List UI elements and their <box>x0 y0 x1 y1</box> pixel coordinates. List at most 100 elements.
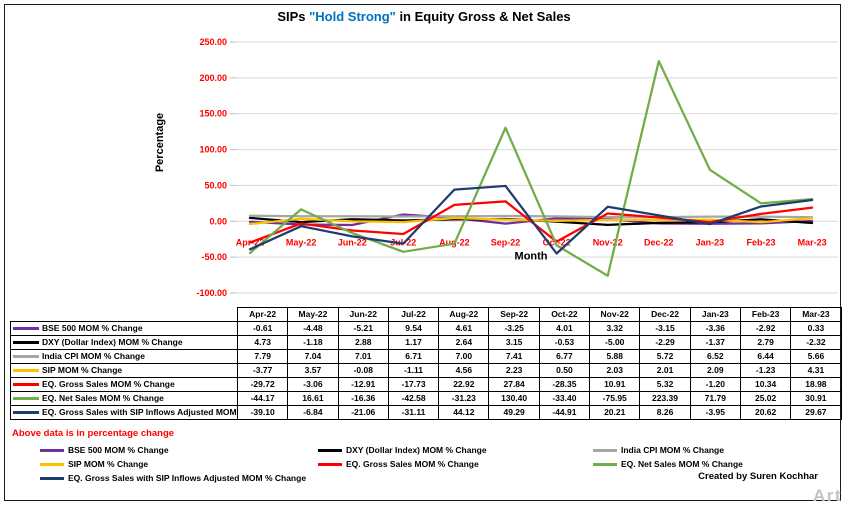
table-value-cell: -1.23 <box>739 363 792 378</box>
legend-label: BSE 500 MOM % Change <box>68 445 169 455</box>
table-value-cell: -2.32 <box>790 335 842 350</box>
legend-color-swatch <box>318 448 342 452</box>
table-value-cell: -33.40 <box>538 391 591 406</box>
table-column-header: Jan-23 <box>689 307 741 322</box>
table-row: EQ. Gross Sales MOM % Change -29.72 -3.06-… <box>10 377 842 392</box>
table-value-cell: -28.35 <box>538 377 591 392</box>
chart-title-highlight: "Hold Strong" <box>309 9 396 24</box>
legend-color-swatch <box>40 448 64 452</box>
table-value-cell: -3.06 <box>287 377 339 392</box>
chart-title: SIPs "Hold Strong" in Equity Gross & Net… <box>0 9 848 24</box>
x-tick-label: Dec-22 <box>644 237 674 247</box>
table-value-cell: -1.37 <box>689 335 741 350</box>
table-value-cell: 6.52 <box>689 349 741 364</box>
y-tick-label: -50.00 <box>201 252 227 262</box>
y-tick-label: 150.00 <box>199 109 227 119</box>
x-tick-label: Mar-23 <box>798 237 827 247</box>
table-row: India CPI MOM % Change 7.79 7.04 7.01 6.71 7.… <box>10 349 842 364</box>
series-line <box>248 214 814 219</box>
table-value-cell: 2.23 <box>488 363 540 378</box>
x-tick-label: Jan-23 <box>696 237 725 247</box>
legend-column: DXY (Dollar Index) MOM % Change EQ. Gross… <box>318 443 487 471</box>
table-value-cell: 7.04 <box>287 349 339 364</box>
table-value-cell: -17.73 <box>387 377 440 392</box>
table-value-cell: -3.77 <box>236 363 289 378</box>
table-value-cell: -1.11 <box>387 363 440 378</box>
table-value-cell: -39.10 <box>236 405 289 420</box>
legend-label: EQ. Net Sales MOM % Change <box>621 459 743 469</box>
table-value-cell: 27.84 <box>488 377 540 392</box>
table-value-cell: 29.67 <box>790 405 842 420</box>
table-row-label: SIP MOM % Change <box>10 363 238 378</box>
table-value-cell: -4.48 <box>287 321 339 336</box>
table-value-cell: 25.02 <box>739 391 792 406</box>
table-column-header: Jun-22 <box>337 307 389 322</box>
table-column-header: Nov-22 <box>589 307 641 322</box>
table-value-cell: 223.39 <box>639 391 691 406</box>
table-value-cell: -16.36 <box>337 391 389 406</box>
table-value-cell: 30.91 <box>790 391 842 406</box>
table-value-cell: 5.66 <box>790 349 842 364</box>
table-value-cell: -3.95 <box>689 405 741 420</box>
table-row-label: India CPI MOM % Change <box>10 349 238 364</box>
table-value-cell: -0.61 <box>236 321 289 336</box>
table-value-cell: -2.92 <box>739 321 792 336</box>
table-value-cell: 49.29 <box>488 405 540 420</box>
table-value-cell: 44.12 <box>438 405 490 420</box>
y-tick-label: 250.00 <box>199 37 227 47</box>
legend-column: India CPI MOM % Change EQ. Net Sales MOM … <box>593 443 743 471</box>
table-value-cell: -1.20 <box>689 377 741 392</box>
table-value-cell: -1.18 <box>287 335 339 350</box>
chart-title-suffix: in Equity Gross & Net Sales <box>395 9 571 24</box>
table-value-cell: -31.11 <box>387 405 440 420</box>
table-corner-cell <box>11 308 238 322</box>
legend-label: EQ. Gross Sales with SIP Inflows Adjuste… <box>68 473 307 483</box>
table-value-cell: -6.84 <box>287 405 339 420</box>
table-value-cell: 6.44 <box>739 349 792 364</box>
table-value-cell: 6.77 <box>538 349 591 364</box>
table-value-cell: 2.64 <box>438 335 490 350</box>
legend-column: BSE 500 MOM % Change SIP MOM % Change EQ. … <box>40 443 306 485</box>
table-value-cell: 2.01 <box>639 363 691 378</box>
table-row: SIP MOM % Change -3.77 3.57 -0.08 -1.11 4.56 2… <box>10 363 842 378</box>
legend-label: SIP MOM % Change <box>68 459 149 469</box>
table-value-cell: 22.92 <box>438 377 490 392</box>
table-value-cell: -12.91 <box>337 377 389 392</box>
x-tick-label: Feb-23 <box>746 237 775 247</box>
table-row: EQ. Gross Sales with SIP Inflows Adjuste… <box>10 405 842 420</box>
table-value-cell: 5.32 <box>639 377 691 392</box>
table-value-cell: 5.88 <box>589 349 641 364</box>
table-row-label: BSE 500 MOM % Change <box>10 321 238 336</box>
table-value-cell: 2.09 <box>689 363 741 378</box>
legend-item: SIP MOM % Change <box>40 457 306 471</box>
series-color-swatch <box>13 327 39 331</box>
y-tick-label: 100.00 <box>199 145 227 155</box>
table-value-cell: 18.98 <box>790 377 842 392</box>
table-value-cell: 4.56 <box>438 363 490 378</box>
table-row-label: EQ. Net Sales MOM % Change <box>10 391 238 406</box>
table-column-header: May-22 <box>287 307 339 322</box>
y-tick-label: 200.00 <box>199 73 227 83</box>
series-color-swatch <box>13 383 39 387</box>
percentage-note: Above data is in percentage change <box>12 428 175 439</box>
table-value-cell: 130.40 <box>488 391 540 406</box>
series-color-swatch <box>13 369 39 373</box>
table-column-header: Mar-23 <box>790 307 842 322</box>
table-row-label: EQ. Gross Sales MOM % Change <box>10 377 238 392</box>
table-value-cell: -5.21 <box>337 321 389 336</box>
table-value-cell: -0.53 <box>538 335 591 350</box>
legend-color-swatch <box>40 462 64 466</box>
y-tick-label: 50.00 <box>204 180 227 190</box>
series-color-swatch <box>13 341 39 345</box>
table-value-cell: -3.15 <box>639 321 691 336</box>
watermark-logo: Art <box>813 486 843 505</box>
table-value-cell: 5.72 <box>639 349 691 364</box>
table-column-header: Dec-22 <box>639 307 691 322</box>
table-value-cell: 7.00 <box>438 349 490 364</box>
table-value-cell: 10.91 <box>589 377 641 392</box>
table-value-cell: -29.72 <box>236 377 289 392</box>
table-value-cell: 7.79 <box>236 349 289 364</box>
legend-item: India CPI MOM % Change <box>593 443 743 457</box>
table-value-cell: 2.03 <box>589 363 641 378</box>
